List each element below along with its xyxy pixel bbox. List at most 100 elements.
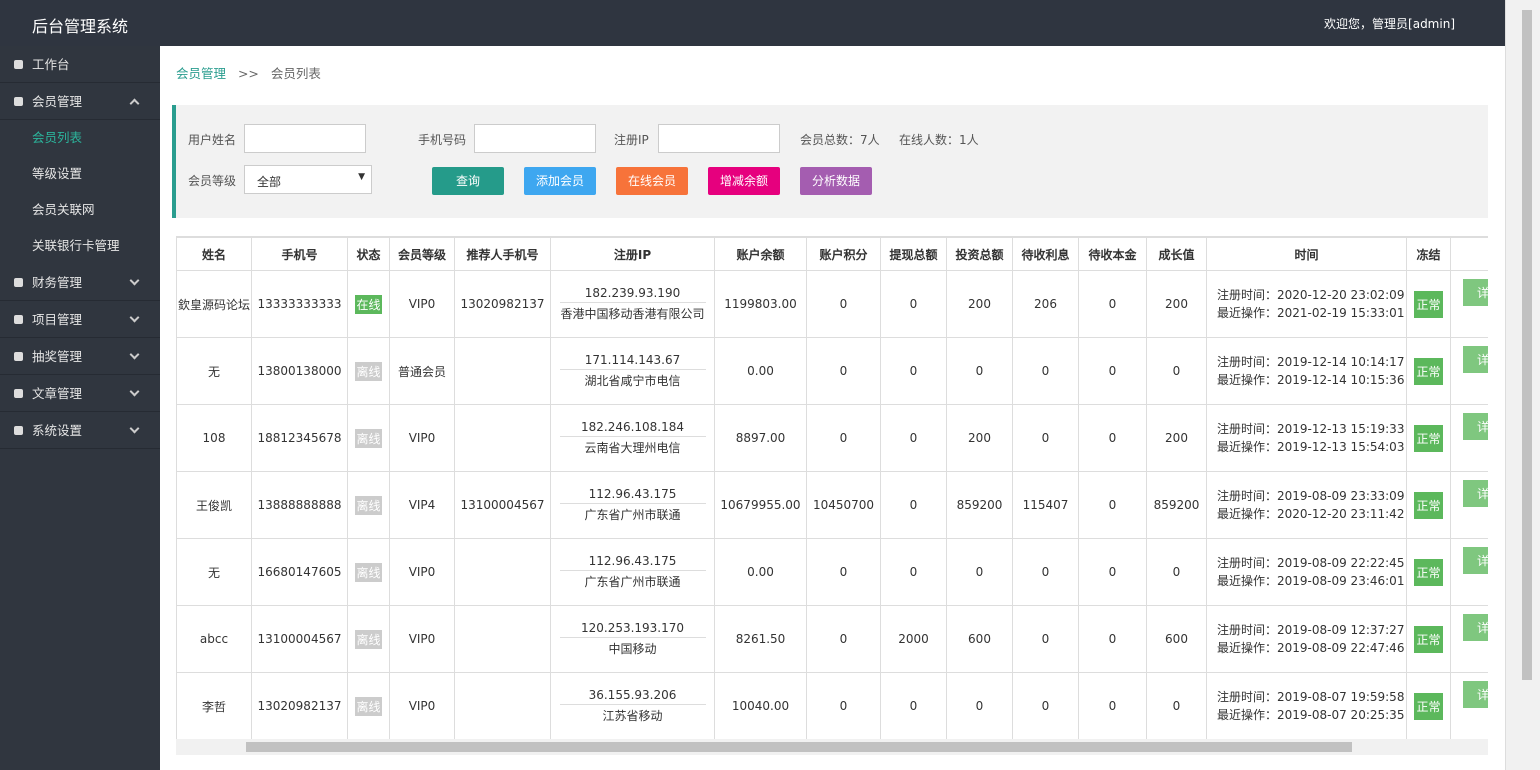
table-wrap: 姓名 手机号 状态 会员等级 推荐人手机号 注册IP 账户余额 账户积分 提现总额 投资总额 待收利… <box>176 236 1488 739</box>
ip-address: 112.96.43.175 <box>588 487 677 501</box>
table-body: 欽皇源码论坛 13333333333 在线 VIP0 13020982137 182.23… <box>176 270 1488 739</box>
menu-item[interactable]: 抽奖管理 <box>0 338 160 375</box>
menu-label[interactable]: 会员管理 <box>32 94 83 109</box>
cell: 0.00 <box>714 337 807 405</box>
submenu-item[interactable]: 会员关联网 <box>0 192 160 228</box>
detail-button[interactable]: 详 <box>1463 547 1488 574</box>
detail-button[interactable]: 详 <box>1463 614 1488 641</box>
crumb-link[interactable]: 会员管理 <box>176 66 227 81</box>
cell-text: 0.00 <box>747 565 774 579</box>
cell-text: 13020982137 <box>460 297 545 311</box>
cell: 0 <box>946 337 1013 405</box>
action-button[interactable]: 添加会员 <box>524 167 596 195</box>
cell-text: VIP0 <box>408 431 436 445</box>
action-button[interactable]: 在线会员 <box>616 167 688 195</box>
freeze-status[interactable]: 正常 <box>1414 357 1443 385</box>
cell-text: 0 <box>1108 297 1117 311</box>
action-button[interactable]: 查询 <box>432 167 504 195</box>
menu-label[interactable]: 系统设置 <box>32 423 83 438</box>
column-header: 账户积分 <box>806 237 881 271</box>
cell: VIP0 <box>389 270 455 338</box>
cell: 正常 <box>1406 270 1451 338</box>
last-time: 最近操作：2019-12-14 10:15:36 <box>1217 373 1405 387</box>
freeze-status[interactable]: 正常 <box>1414 290 1443 318</box>
freeze-status[interactable]: 正常 <box>1414 558 1443 586</box>
cell: 王俊凯 <box>176 471 252 539</box>
time-cell: 注册时间：2019-12-14 10:14:17 最近操作：2019-12-14 … <box>1206 337 1407 405</box>
cell: 0 <box>1078 404 1147 472</box>
submenu-item[interactable]: 等级设置 <box>0 156 160 192</box>
action-button[interactable]: 增减余额 <box>708 167 780 195</box>
menu-label[interactable]: 项目管理 <box>32 312 83 327</box>
menu-item[interactable]: 工作台 <box>0 46 160 83</box>
text-input[interactable] <box>244 124 366 153</box>
cell-text: 115407 <box>1022 498 1069 512</box>
detail-button[interactable]: 详 <box>1463 480 1488 507</box>
user-menu[interactable]: 欢迎您，管理员[admin] <box>1324 17 1455 31</box>
cell: 0 <box>880 538 947 606</box>
detail-button[interactable]: 详 <box>1463 681 1488 708</box>
cell: VIP0 <box>389 404 455 472</box>
cell-text: 0 <box>909 565 918 579</box>
cell: 离线 <box>347 672 390 739</box>
cell: 0 <box>880 672 947 739</box>
cell-text: 1199803.00 <box>724 297 797 311</box>
last-time: 最近操作：2021-02-19 15:33:01 <box>1217 306 1405 320</box>
cell-text: 0 <box>1108 632 1117 646</box>
menu-item[interactable]: 系统设置 <box>0 412 160 449</box>
ip-divider <box>559 704 706 705</box>
cell-text: VIP4 <box>408 498 436 512</box>
cell: 详 <box>1450 672 1488 739</box>
submenu-item[interactable]: 关联银行卡管理 <box>0 228 160 264</box>
cell-text: 10679955.00 <box>720 498 801 512</box>
level-select[interactable]: 全部 ▼ <box>244 165 372 194</box>
cell: 200 <box>946 404 1013 472</box>
sidebar: 工作台会员管理会员列表 等级设置 会员关联网 关联银行卡管理财务管理项目管理抽奖管理文… <box>0 46 160 770</box>
h-scroll-thumb[interactable] <box>246 742 1352 752</box>
text-input[interactable] <box>474 124 596 153</box>
scroll-thumb[interactable] <box>1522 10 1532 680</box>
menu-label[interactable]: 抽奖管理 <box>32 349 83 364</box>
detail-button[interactable]: 详 <box>1463 346 1488 373</box>
cell: 859200 <box>1146 471 1207 539</box>
column-header: 手机号 <box>251 237 348 271</box>
cell-text: VIP0 <box>408 565 436 579</box>
detail-button[interactable]: 详 <box>1463 413 1488 440</box>
cell: 正常 <box>1406 404 1451 472</box>
menu-item[interactable]: 财务管理 <box>0 264 160 301</box>
freeze-status[interactable]: 正常 <box>1414 424 1443 452</box>
submenu-item[interactable]: 会员列表 <box>0 120 160 156</box>
column-header: 成长值 <box>1146 237 1207 271</box>
cell-text: 0 <box>839 632 848 646</box>
cell: VIP0 <box>389 538 455 606</box>
freeze-status[interactable]: 正常 <box>1414 491 1443 519</box>
menu-label[interactable]: 工作台 <box>32 57 70 72</box>
menu-arrow <box>129 423 140 434</box>
cell: 正常 <box>1406 538 1451 606</box>
cell: 1199803.00 <box>714 270 807 338</box>
action-button[interactable]: 分析数据 <box>800 167 872 195</box>
menu-item[interactable]: 会员管理 <box>0 83 160 120</box>
menu-item[interactable]: 项目管理 <box>0 301 160 338</box>
detail-button[interactable]: 详 <box>1463 279 1488 306</box>
freeze-status[interactable]: 正常 <box>1414 625 1443 653</box>
h-scrollbar[interactable] <box>176 739 1488 755</box>
cell: 离线 <box>347 538 390 606</box>
text-input[interactable] <box>658 124 780 153</box>
menu-label[interactable]: 文章管理 <box>32 386 83 401</box>
scrollbar[interactable] <box>1505 0 1540 770</box>
cell: 8261.50 <box>714 605 807 673</box>
cell: 0 <box>880 471 947 539</box>
cell: 0 <box>880 270 947 338</box>
freeze-status[interactable]: 正常 <box>1414 692 1443 720</box>
cell: 在线 <box>347 270 390 338</box>
cell: 0 <box>806 404 881 472</box>
status-badge: 离线 <box>355 562 382 582</box>
cell-text: 0 <box>1108 431 1117 445</box>
cell <box>454 605 551 673</box>
menu-item[interactable]: 文章管理 <box>0 375 160 412</box>
cell: 普通会员 <box>389 337 455 405</box>
cell-text: 600 <box>1165 632 1188 646</box>
app-title: 后台管理系统 <box>32 17 129 36</box>
menu-label[interactable]: 财务管理 <box>32 275 83 290</box>
